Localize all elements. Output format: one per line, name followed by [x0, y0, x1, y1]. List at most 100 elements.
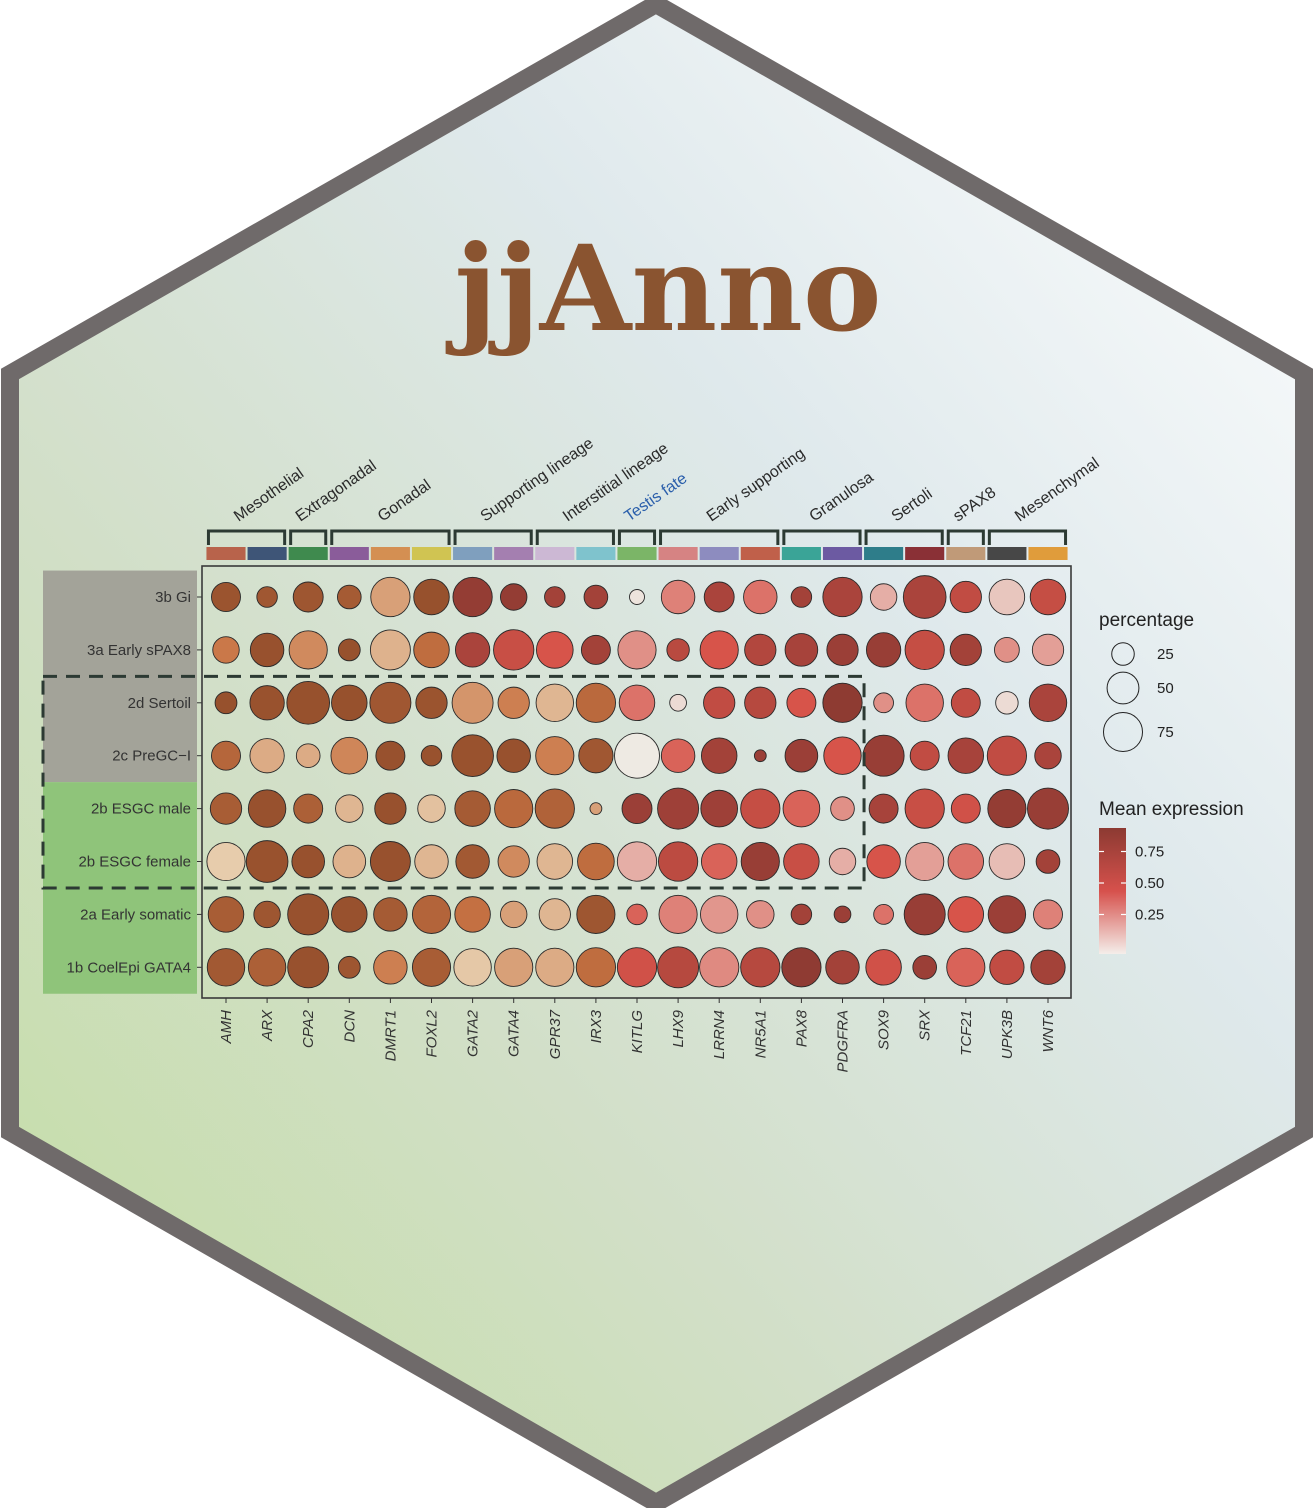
dot	[912, 954, 938, 980]
dot	[626, 903, 648, 926]
dot	[534, 788, 575, 829]
dot	[703, 581, 735, 613]
dot	[373, 950, 408, 985]
dot	[209, 792, 243, 825]
gene-strip-cell	[288, 547, 328, 560]
dot	[332, 844, 367, 879]
dot	[336, 584, 362, 610]
dot	[212, 636, 240, 664]
size-legend-circle	[1111, 642, 1135, 666]
gene-color-strip	[206, 547, 1068, 560]
dot	[1035, 849, 1061, 874]
gene-strip-cell	[329, 547, 369, 560]
row-label: 2d Sertoil	[128, 695, 191, 712]
dot	[454, 790, 491, 827]
dot	[256, 586, 278, 608]
dot	[496, 738, 531, 773]
dot	[825, 950, 860, 985]
gene-strip-cell	[1028, 547, 1068, 560]
gene-group-bracket	[206, 529, 287, 545]
dot	[784, 633, 819, 667]
dot	[700, 737, 738, 774]
gene-group-bracket	[864, 529, 944, 545]
dot	[987, 789, 1027, 829]
dot	[657, 841, 699, 882]
color-legend-bar	[1099, 828, 1126, 954]
row-label: 2b ESGC female	[78, 854, 191, 871]
dot	[493, 629, 535, 671]
dot	[616, 841, 658, 882]
gene-label: PAX8	[793, 1009, 810, 1047]
dot	[744, 686, 777, 719]
highlight-rect	[41, 674, 866, 890]
dot	[903, 893, 946, 936]
dot	[497, 686, 530, 719]
dot	[740, 947, 781, 988]
gene-strip-cell	[987, 547, 1027, 560]
dot	[909, 740, 940, 771]
dot	[253, 900, 281, 929]
dot-layer	[206, 575, 1069, 989]
gene-label: KITLG	[629, 1010, 646, 1054]
gene-group-bracket	[453, 529, 533, 545]
dot	[413, 631, 450, 669]
dot	[986, 735, 1028, 776]
row-label: 1b CoelEpi GATA4	[66, 959, 191, 976]
dot	[947, 896, 985, 933]
dot	[576, 894, 616, 934]
dot	[291, 844, 325, 879]
dot	[1029, 578, 1067, 616]
gene-label: GATA4	[506, 1010, 523, 1057]
gene-strip-cell	[206, 547, 246, 560]
dot	[783, 843, 820, 880]
dot	[292, 581, 324, 613]
gene-strip-cell	[864, 547, 904, 560]
dot	[699, 630, 739, 670]
dot	[497, 845, 530, 878]
gene-strip-cell	[370, 547, 410, 560]
dot	[414, 844, 449, 879]
gene-label: LRRN4	[711, 1010, 728, 1059]
dot	[699, 947, 740, 988]
dot	[453, 948, 492, 987]
dot	[411, 894, 452, 934]
dot	[869, 583, 898, 611]
dot	[1027, 787, 1069, 830]
dot	[949, 580, 982, 614]
dot	[905, 841, 945, 882]
dot	[249, 685, 285, 721]
dot	[868, 793, 899, 824]
size-legend-circle	[1102, 711, 1144, 753]
dot	[337, 638, 361, 662]
gene-strip-cell	[535, 547, 575, 560]
dot	[535, 736, 575, 776]
dot	[287, 893, 330, 936]
dot	[375, 740, 406, 771]
dot	[535, 631, 574, 669]
dot	[331, 896, 368, 933]
dot	[451, 734, 494, 778]
dot	[614, 732, 660, 779]
gene-label: SOX9	[876, 1009, 893, 1050]
dot	[658, 894, 698, 934]
gene-label: TCF21	[958, 1010, 975, 1056]
gene-strip-cell	[617, 547, 657, 560]
highlight-box	[41, 674, 866, 890]
dot	[206, 841, 246, 882]
dot	[452, 576, 493, 618]
row-label: 3a Early sPAX8	[87, 642, 191, 659]
dot	[373, 897, 408, 932]
dot	[535, 683, 574, 722]
size-legend-label: 50	[1157, 680, 1174, 697]
dot	[618, 684, 656, 722]
dot	[337, 955, 361, 979]
dot	[207, 896, 245, 933]
size-legend: percentage 25 50 75	[1099, 610, 1194, 753]
row-group-bands	[43, 570, 197, 994]
gene-strip-cell	[946, 547, 986, 560]
dot	[287, 946, 330, 989]
dot	[865, 632, 902, 668]
dot	[411, 947, 452, 987]
dot	[786, 687, 817, 718]
dot	[947, 843, 985, 880]
